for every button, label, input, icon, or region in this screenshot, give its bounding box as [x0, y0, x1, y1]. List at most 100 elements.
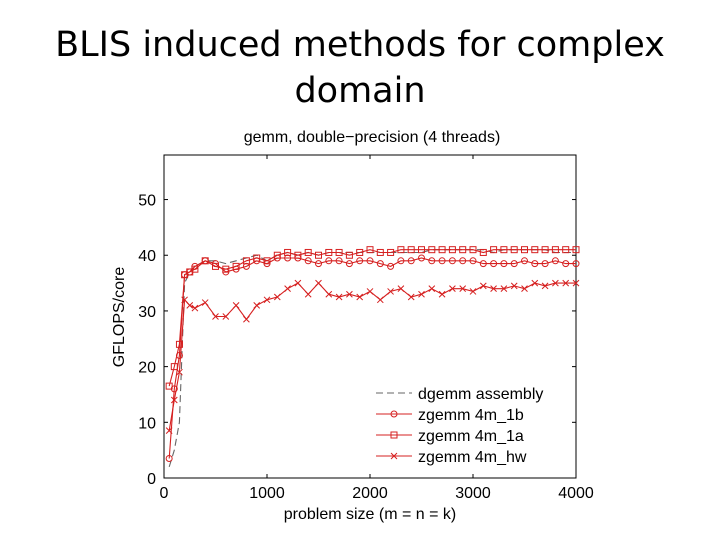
data-point: [165, 427, 173, 435]
y-axis-label: GFLOPS/core: [111, 267, 128, 368]
data-point: [449, 285, 456, 293]
data-point: [165, 382, 173, 390]
data-point: [572, 246, 580, 254]
data-point: [191, 304, 199, 312]
data-point: [181, 296, 188, 304]
data-point: [304, 257, 312, 265]
data-point: [572, 260, 580, 268]
data-point: [356, 257, 364, 265]
data-point: [212, 262, 219, 270]
data-point: [170, 396, 178, 404]
legend-item: zgemm 4m_1b: [376, 407, 524, 424]
chart-title: gemm, double−precision (4 threads): [244, 129, 501, 146]
y-tick-label: 30: [138, 304, 156, 321]
data-point: [397, 246, 405, 254]
data-point: [428, 257, 436, 265]
data-point: [531, 246, 539, 254]
y-tick-label: 10: [138, 415, 156, 432]
legend-label: dgemm assembly: [418, 386, 543, 403]
data-point: [242, 257, 250, 265]
x-tick-label: 1000: [249, 485, 285, 502]
legend-item: zgemm 4m_1a: [376, 428, 524, 445]
y-tick-label: 0: [147, 471, 156, 488]
data-point: [428, 246, 436, 254]
data-point: [541, 246, 549, 254]
data-point: [175, 340, 183, 348]
data-point: [459, 257, 467, 265]
data-point: [366, 257, 374, 265]
data-point: [253, 254, 261, 262]
data-point: [459, 285, 467, 293]
legend-item: zgemm 4m_hw: [376, 449, 527, 466]
legend-item: dgemm assembly: [376, 386, 543, 403]
data-point: [165, 455, 173, 463]
data-point: [387, 288, 394, 295]
slide-title-line-1: BLIS induced methods for complex: [55, 25, 665, 65]
data-point: [407, 293, 415, 301]
data-point: [376, 260, 384, 268]
data-point: [253, 302, 261, 309]
data-point: [263, 257, 271, 265]
data-point: [448, 257, 456, 265]
data-point: [201, 257, 209, 265]
series-line: [168, 249, 576, 387]
data-point: [510, 282, 518, 290]
data-point: [325, 290, 333, 298]
y-tick-label: 40: [138, 248, 156, 265]
data-point: [325, 248, 333, 256]
data-point: [294, 279, 302, 287]
data-point: [500, 285, 508, 293]
data-point: [366, 288, 374, 295]
data-point: [500, 260, 508, 268]
data-point: [521, 246, 528, 254]
data-point: [562, 260, 570, 268]
data-point: [273, 251, 281, 259]
x-tick-label: 3000: [455, 485, 491, 502]
data-point: [469, 246, 477, 254]
data-point: [551, 257, 559, 265]
y-tick-label: 20: [138, 360, 156, 377]
data-point: [418, 254, 425, 262]
data-point: [562, 246, 570, 254]
data-point: [191, 265, 199, 273]
data-point: [407, 257, 415, 265]
data-point: [345, 251, 353, 259]
data-point: [201, 299, 209, 306]
data-point: [418, 290, 425, 298]
data-point: [551, 246, 559, 254]
data-point: [186, 302, 194, 309]
legend-label: zgemm 4m_1b: [418, 407, 524, 424]
plot-area: 0 1000 2000 3000 4000 0 10 20 30 40 50: [138, 154, 594, 502]
data-point: [510, 246, 518, 254]
data-point: [222, 265, 230, 273]
data-point: [315, 251, 322, 259]
data-point: [387, 248, 395, 256]
data-point: [222, 313, 230, 320]
series-3: [165, 279, 580, 435]
data-point: [376, 248, 384, 256]
legend-label: zgemm 4m_1a: [418, 428, 524, 445]
data-point: [510, 260, 518, 268]
data-point: [438, 257, 446, 265]
data-point: [263, 296, 271, 304]
data-point: [304, 248, 312, 256]
data-point: [521, 257, 528, 265]
data-point: [325, 257, 333, 265]
data-point: [356, 293, 364, 301]
data-point: [479, 282, 487, 290]
data-point: [387, 262, 395, 270]
data-point: [346, 290, 353, 298]
data-point: [294, 251, 302, 259]
data-point: [176, 368, 183, 376]
data-point: [459, 246, 467, 254]
data-point: [345, 260, 353, 268]
data-point: [212, 313, 219, 320]
data-point: [572, 279, 580, 287]
data-point: [552, 279, 559, 287]
data-point: [469, 257, 477, 265]
x-tick-label: 0: [160, 485, 169, 502]
slide-title: BLIS induced methods for complex domain: [40, 22, 680, 114]
data-point: [490, 246, 498, 254]
data-point: [479, 260, 487, 268]
